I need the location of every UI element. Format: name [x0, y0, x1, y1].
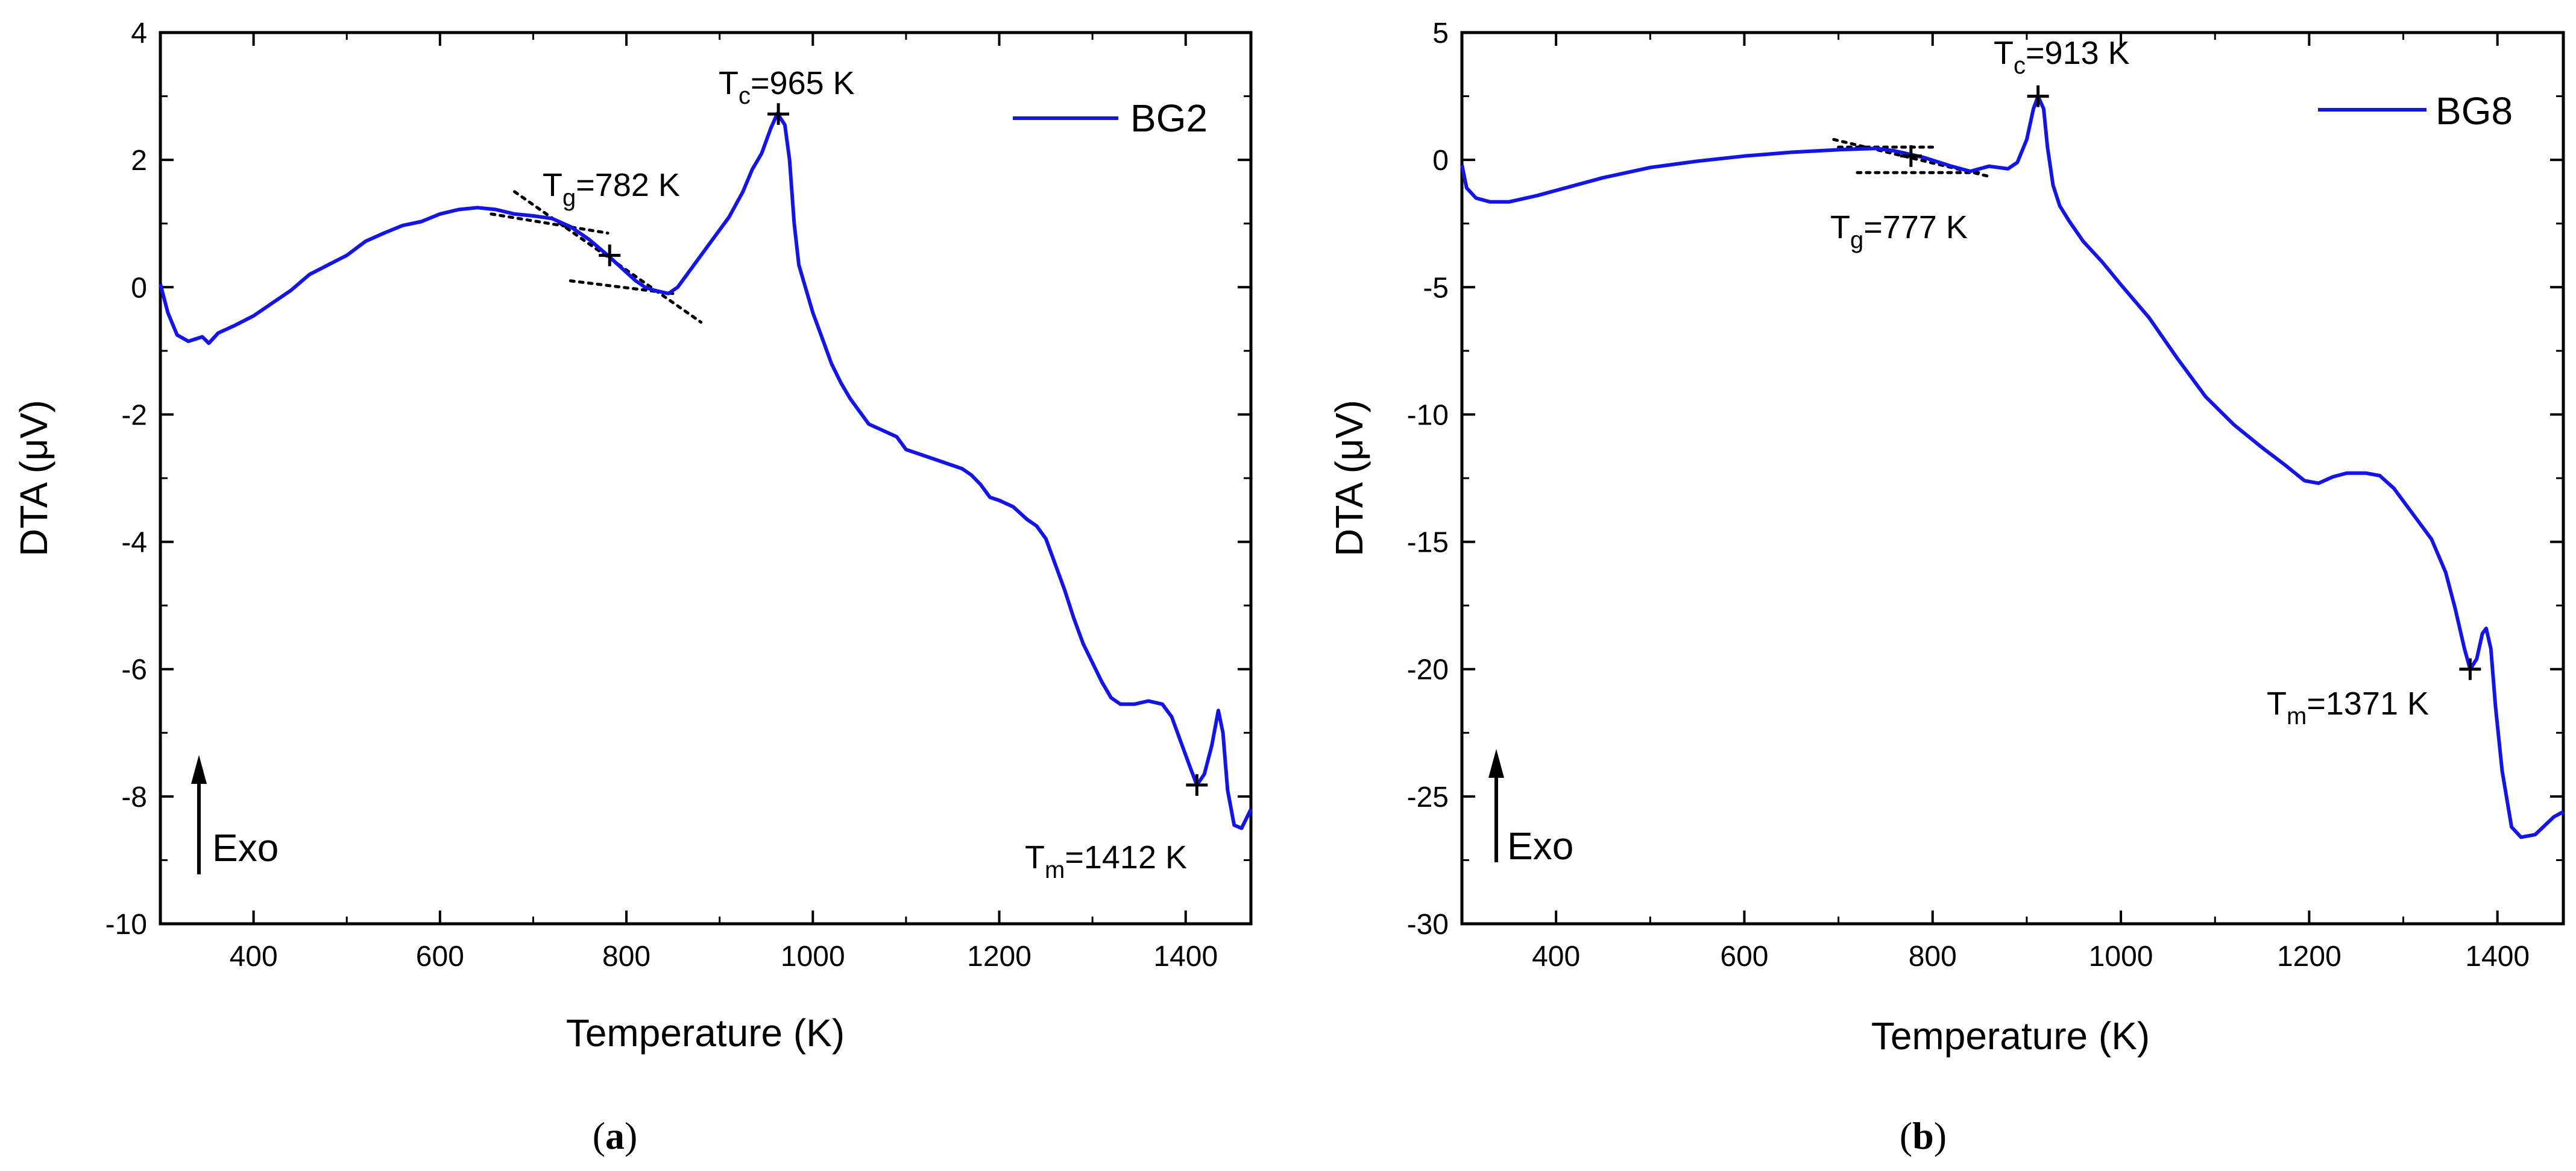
panel-caption-b: (b) — [1900, 1114, 1947, 1157]
x-tick-label: 400 — [230, 941, 278, 973]
cross-marker — [767, 103, 790, 125]
annotation-tc: Tc=965 K — [719, 65, 855, 109]
y-tick-label: -8 — [121, 781, 147, 813]
y-tick-label: -30 — [1407, 909, 1449, 941]
y-tick-label: -2 — [121, 399, 147, 431]
series-line-bg2 — [159, 112, 1253, 830]
plot-frame — [159, 31, 1253, 926]
exo-label: Exo — [1507, 824, 1573, 868]
legend-label-bg8: BG8 — [2436, 89, 2513, 133]
chart-panel-a: -10 -8 -6 -4 -2 0 2 4 400 600 800 1000 1200 1400 BG2… — [12, 17, 1253, 1157]
tangent-line — [490, 212, 609, 235]
x-tick-label: 1400 — [2465, 941, 2530, 973]
annotation-tm: Tm=1371 K — [2267, 686, 2429, 730]
x-axis-title: Temperature (K) — [566, 1011, 845, 1055]
y-tick-label: 5 — [1432, 17, 1449, 49]
point-markers — [599, 103, 1208, 796]
annotation-tm: Tm=1412 K — [1025, 839, 1187, 883]
x-tick-label: 600 — [416, 941, 464, 973]
annotation-tg: Tg=782 K — [543, 167, 680, 211]
cross-marker — [1186, 774, 1208, 796]
exo-arrow-icon — [1488, 749, 1504, 862]
cross-marker — [2459, 658, 2481, 680]
x-tick-label: 1200 — [2277, 941, 2341, 973]
y-tick-label: 0 — [131, 272, 147, 304]
cross-marker — [599, 244, 621, 267]
x-axis-ticks: 400 600 800 1000 1200 1400 — [1461, 33, 2530, 973]
y-tick-label: -4 — [121, 527, 147, 559]
x-tick-label: 800 — [1909, 941, 1957, 973]
y-tick-label: -10 — [1407, 399, 1449, 431]
x-tick-label: 600 — [1720, 941, 1768, 973]
y-axis-ticks: -30 -25 -20 -15 -10 -5 0 5 — [1407, 17, 2563, 941]
tangent-lines — [490, 190, 703, 324]
y-tick-label: 2 — [131, 145, 147, 177]
x-tick-label: 1400 — [1153, 941, 1218, 973]
x-tick-label: 1200 — [967, 941, 1031, 973]
exo-label: Exo — [212, 826, 279, 870]
cross-marker — [1900, 145, 1922, 167]
point-markers — [1900, 85, 2481, 680]
y-tick-label: -15 — [1407, 527, 1449, 559]
y-tick-label: -6 — [121, 654, 147, 686]
tangent-lines — [1832, 137, 1991, 178]
tangent-line — [513, 190, 703, 324]
y-axis-title: DTA (μV) — [12, 400, 55, 557]
annotation-tg: Tg=777 K — [1830, 209, 1968, 253]
y-tick-label: -25 — [1407, 781, 1449, 813]
y-axis-title: DTA (μV) — [1327, 400, 1371, 557]
x-axis-title: Temperature (K) — [1871, 1014, 2150, 1058]
legend-label-bg2: BG2 — [1130, 96, 1208, 140]
exo-arrow-icon — [191, 755, 207, 874]
y-tick-label: -20 — [1407, 654, 1449, 686]
x-tick-label: 1000 — [781, 941, 845, 973]
annotation-tc: Tc=913 K — [1994, 35, 2130, 79]
y-tick-label: 0 — [1432, 145, 1449, 177]
x-tick-label: 800 — [602, 941, 650, 973]
x-axis-ticks: 400 600 800 1000 1200 1400 — [159, 33, 1218, 973]
x-tick-label: 400 — [1532, 941, 1580, 973]
y-tick-label: 4 — [131, 17, 147, 49]
y-axis-ticks: -10 -8 -6 -4 -2 0 2 4 — [105, 17, 1251, 941]
y-tick-label: -5 — [1423, 272, 1449, 304]
x-tick-label: 1000 — [2089, 941, 2153, 973]
y-tick-label: -10 — [105, 909, 147, 941]
series-line-bg8 — [1460, 94, 2565, 839]
chart-panel-b: -30 -25 -20 -15 -10 -5 0 5 400 600 800 1000 1200 140… — [1327, 17, 2565, 1157]
panel-caption-a: (a) — [593, 1114, 638, 1157]
cross-marker — [2027, 85, 2049, 107]
